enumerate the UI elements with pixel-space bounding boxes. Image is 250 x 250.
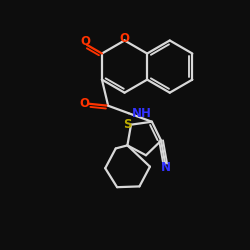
Text: O: O xyxy=(79,97,89,110)
Text: S: S xyxy=(123,118,132,131)
Text: NH: NH xyxy=(132,107,152,120)
Text: N: N xyxy=(161,161,171,174)
Text: O: O xyxy=(120,32,130,45)
Text: O: O xyxy=(80,35,90,48)
